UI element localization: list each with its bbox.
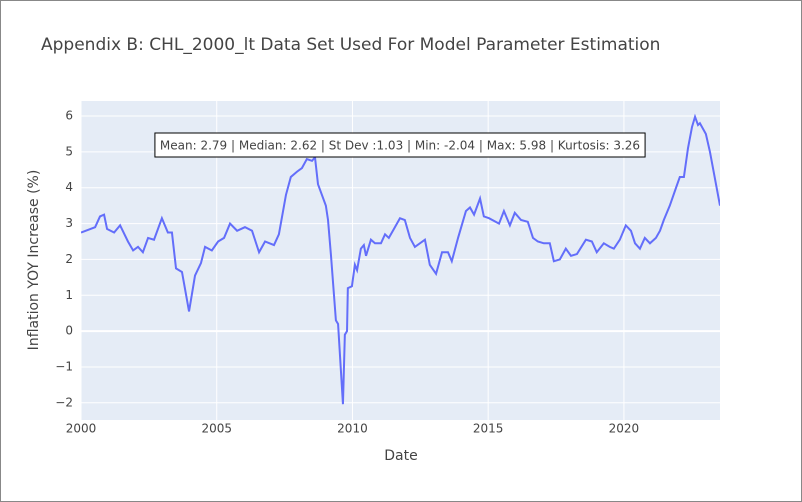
y-tick-label: 2 bbox=[65, 252, 73, 266]
annotation-box bbox=[154, 132, 646, 158]
chart-title: Appendix B: CHL_2000_lt Data Set Used Fo… bbox=[41, 35, 660, 55]
y-tick-label: 5 bbox=[65, 144, 73, 158]
y-tick-label: 1 bbox=[65, 288, 73, 302]
y-tick-label: 4 bbox=[65, 180, 73, 194]
y-tick-label: −1 bbox=[55, 359, 73, 373]
annotation: Mean: 2.79 | Median: 2.62 | St Dev :1.03… bbox=[160, 139, 640, 153]
y-tick-label: 6 bbox=[65, 109, 73, 123]
x-tick-label: 2015 bbox=[473, 422, 504, 436]
x-tick-label: 2010 bbox=[337, 422, 368, 436]
x-tick-label: 2005 bbox=[201, 422, 232, 436]
x-axis-title: Date bbox=[384, 448, 417, 464]
y-tick-label: 3 bbox=[65, 216, 73, 230]
x-tick-label: 2000 bbox=[66, 422, 97, 436]
series-line bbox=[81, 113, 720, 405]
y-axis-title: Inflation YOY Increase (%) bbox=[26, 170, 42, 351]
y-tick-label: 0 bbox=[65, 324, 73, 338]
x-tick-label: 2020 bbox=[609, 422, 640, 436]
y-tick-label: −2 bbox=[55, 395, 73, 409]
